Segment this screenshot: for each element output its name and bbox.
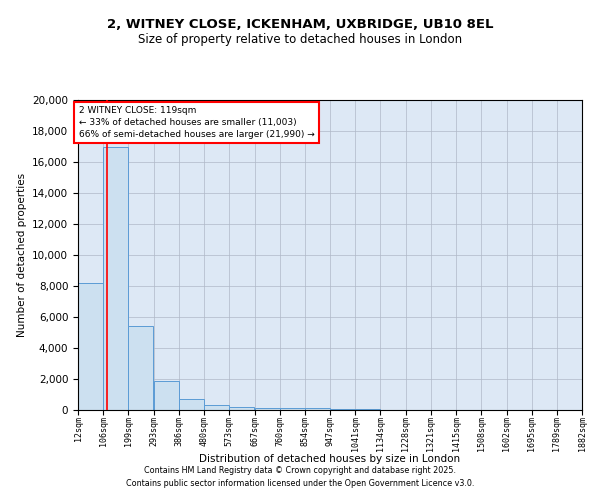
Bar xyxy=(154,380,179,410)
Y-axis label: Number of detached properties: Number of detached properties xyxy=(17,173,26,337)
Bar xyxy=(78,283,103,410)
Text: 2, WITNEY CLOSE, ICKENHAM, UXBRIDGE, UB10 8EL: 2, WITNEY CLOSE, ICKENHAM, UXBRIDGE, UB1… xyxy=(107,18,493,30)
Bar xyxy=(128,326,154,410)
X-axis label: Distribution of detached houses by size in London: Distribution of detached houses by size … xyxy=(199,454,461,464)
Bar xyxy=(305,408,330,410)
Bar xyxy=(179,399,204,410)
Bar xyxy=(254,408,280,410)
Bar xyxy=(280,408,305,410)
Text: Size of property relative to detached houses in London: Size of property relative to detached ho… xyxy=(138,32,462,46)
Bar xyxy=(103,146,128,410)
Bar xyxy=(330,409,355,410)
Text: Contains HM Land Registry data © Crown copyright and database right 2025.
Contai: Contains HM Land Registry data © Crown c… xyxy=(126,466,474,487)
Bar xyxy=(229,407,254,410)
Bar xyxy=(204,406,229,410)
Text: 2 WITNEY CLOSE: 119sqm
← 33% of detached houses are smaller (11,003)
66% of semi: 2 WITNEY CLOSE: 119sqm ← 33% of detached… xyxy=(79,106,314,139)
